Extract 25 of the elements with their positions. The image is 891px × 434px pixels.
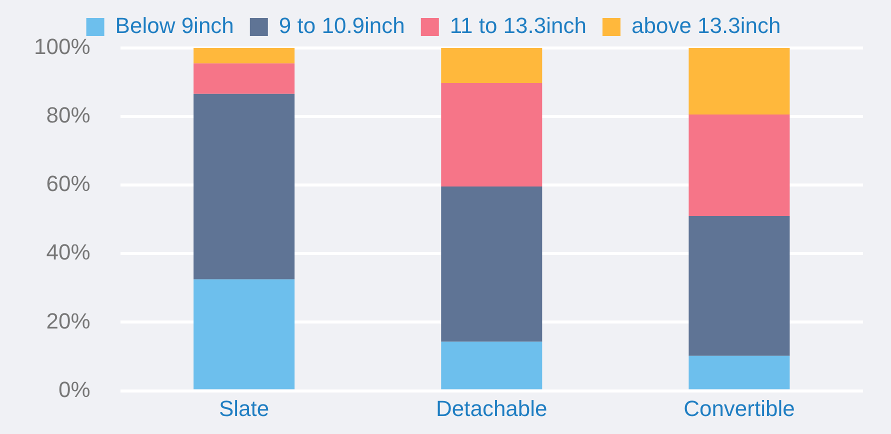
y-tick-label: 100% (34, 34, 90, 60)
bar (688, 356, 790, 390)
bar (688, 114, 790, 216)
bar (688, 216, 790, 356)
bar (194, 63, 295, 94)
bar (441, 342, 542, 390)
bar (688, 48, 790, 115)
y-tick-label: 20% (46, 308, 90, 334)
x-tick-label: Slate (218, 396, 270, 422)
bar (194, 48, 295, 64)
legend-label: above 13.3inch (631, 13, 781, 38)
legend-label: 11 to 13.3inch (450, 13, 586, 38)
bar (441, 186, 542, 342)
bar (441, 48, 542, 83)
legend-label: 9 to 10.9inch (278, 13, 405, 38)
x-tick-label: Convertible (684, 396, 795, 422)
y-tick-label: 80% (46, 102, 90, 128)
y-tick-label: 0% (58, 376, 90, 402)
y-tick-label: 60% (46, 171, 90, 196)
bar (194, 279, 295, 390)
bar (441, 82, 542, 186)
y-tick-label: 40% (46, 240, 90, 265)
x-tick-label: Detachable (436, 396, 548, 422)
legend-label: Below 9inch (115, 13, 234, 38)
bar (194, 94, 295, 280)
